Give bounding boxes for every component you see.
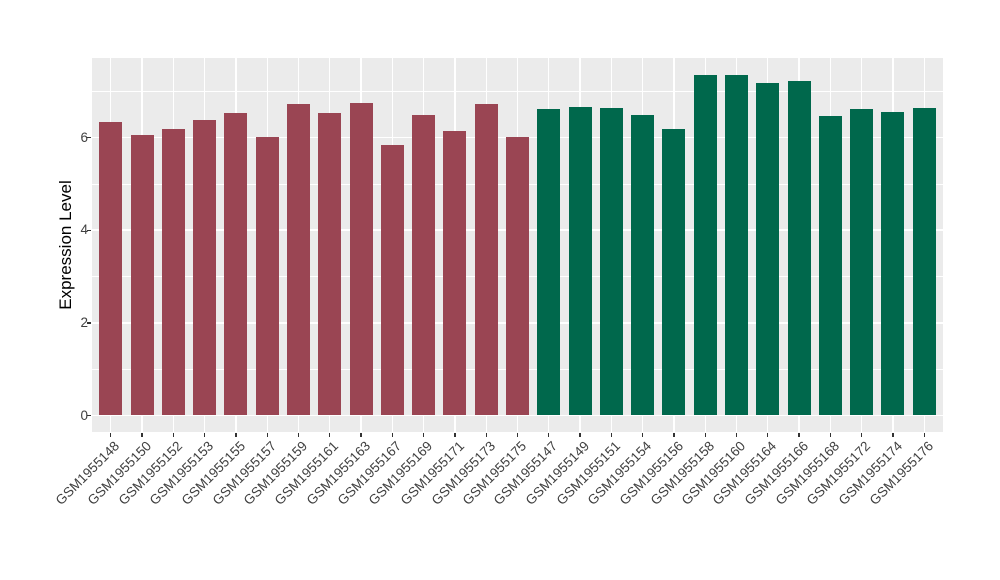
bar-GSM1955171 bbox=[443, 131, 467, 416]
x-tick-mark-GSM1955172 bbox=[861, 433, 863, 437]
x-tick-mark-GSM1955151 bbox=[610, 433, 612, 437]
y-tick-label-4: 4 bbox=[80, 222, 88, 238]
x-tick-mark-GSM1955156 bbox=[673, 433, 675, 437]
bar-GSM1955169 bbox=[412, 114, 436, 416]
y-tick-label-2: 2 bbox=[80, 314, 88, 330]
x-tick-mark-GSM1955157 bbox=[266, 433, 268, 437]
x-tick-mark-GSM1955175 bbox=[516, 433, 519, 437]
bar-GSM1955152 bbox=[161, 128, 185, 416]
bar-GSM1955155 bbox=[224, 112, 248, 416]
bar-GSM1955163 bbox=[349, 103, 373, 416]
bar-GSM1955166 bbox=[787, 80, 811, 416]
bar-GSM1955153 bbox=[193, 119, 217, 416]
bar-GSM1955157 bbox=[255, 136, 279, 416]
bar-GSM1955173 bbox=[474, 103, 498, 416]
bar-GSM1955156 bbox=[662, 129, 686, 416]
bar-GSM1955159 bbox=[286, 104, 310, 416]
x-tick-mark-GSM1955148 bbox=[110, 433, 112, 437]
x-tick-mark-GSM1955160 bbox=[735, 433, 738, 437]
y-tick-mark-6 bbox=[87, 137, 91, 139]
x-tick-mark-GSM1955161 bbox=[329, 433, 331, 437]
bar-GSM1955176 bbox=[912, 107, 936, 416]
x-tick-mark-GSM1955167 bbox=[391, 433, 393, 437]
x-tick-mark-GSM1955176 bbox=[923, 433, 925, 437]
x-tick-mark-GSM1955164 bbox=[767, 433, 769, 437]
bar-GSM1955154 bbox=[631, 115, 655, 416]
x-tick-mark-GSM1955147 bbox=[548, 433, 550, 437]
x-tick-mark-GSM1955155 bbox=[235, 433, 237, 437]
x-tick-mark-GSM1955171 bbox=[454, 433, 456, 437]
bar-GSM1955149 bbox=[568, 107, 592, 416]
y-tick-label-6: 6 bbox=[80, 129, 88, 145]
x-tick-mark-GSM1955158 bbox=[704, 433, 706, 437]
bar-GSM1955174 bbox=[881, 111, 905, 416]
y-tick-mark-0 bbox=[87, 415, 91, 417]
x-tick-mark-GSM1955150 bbox=[141, 433, 143, 437]
bar-GSM1955148 bbox=[99, 122, 123, 416]
y-axis-title: Expression Level bbox=[56, 180, 75, 310]
bar-GSM1955147 bbox=[537, 109, 561, 416]
bar-GSM1955161 bbox=[318, 112, 342, 416]
y-tick-mark-2 bbox=[87, 322, 91, 324]
x-tick-mark-GSM1955159 bbox=[297, 433, 300, 437]
y-tick-label-0: 0 bbox=[80, 407, 88, 423]
x-tick-mark-GSM1955168 bbox=[829, 433, 831, 437]
x-tick-mark-GSM1955169 bbox=[422, 433, 425, 437]
bar-GSM1955160 bbox=[725, 74, 748, 416]
x-tick-mark-GSM1955152 bbox=[172, 433, 174, 437]
bar-GSM1955172 bbox=[850, 108, 874, 416]
x-tick-mark-GSM1955173 bbox=[485, 433, 487, 437]
y-tick-mark-4 bbox=[87, 229, 91, 231]
x-tick-mark-GSM1955163 bbox=[360, 433, 362, 437]
bar-GSM1955158 bbox=[693, 74, 717, 416]
bar-GSM1955151 bbox=[599, 108, 623, 416]
bar-GSM1955175 bbox=[506, 137, 529, 416]
bar-GSM1955167 bbox=[380, 144, 404, 416]
x-tick-mark-GSM1955166 bbox=[798, 433, 800, 437]
bar-GSM1955164 bbox=[756, 83, 780, 416]
x-tick-mark-GSM1955154 bbox=[641, 433, 644, 437]
bar-GSM1955150 bbox=[130, 135, 154, 416]
x-tick-mark-GSM1955149 bbox=[579, 433, 581, 437]
x-tick-mark-GSM1955153 bbox=[203, 433, 206, 437]
bar-GSM1955168 bbox=[818, 115, 842, 416]
x-tick-mark-GSM1955174 bbox=[892, 433, 894, 437]
plot-panel bbox=[92, 58, 943, 432]
